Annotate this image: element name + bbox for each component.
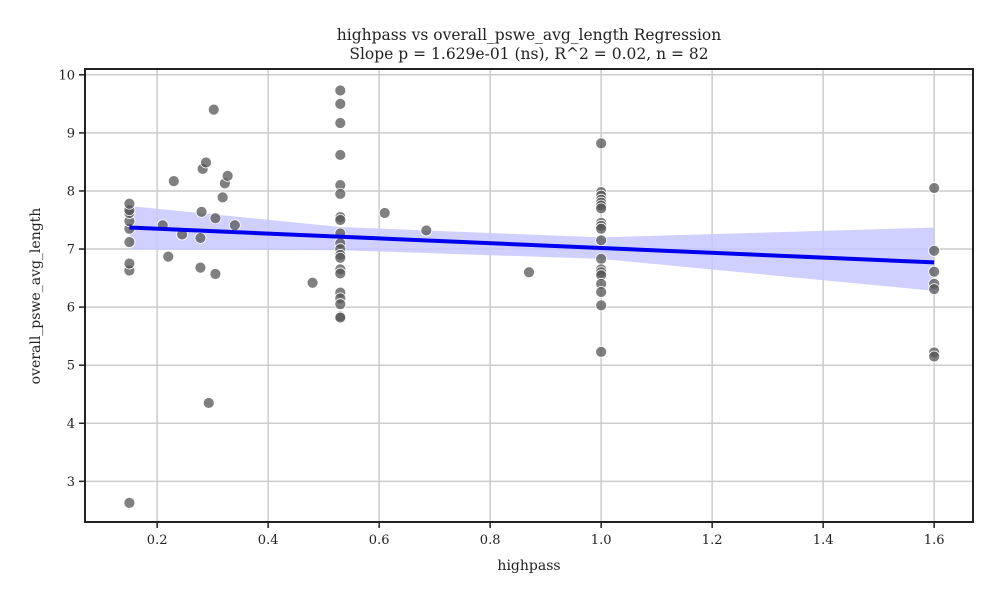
data-point <box>928 182 941 194</box>
data-point <box>306 276 319 289</box>
axes-frame <box>84 68 974 523</box>
data-point <box>378 207 391 219</box>
regression-line <box>129 225 935 265</box>
data-point <box>523 266 535 279</box>
data-point <box>202 397 215 409</box>
y-tick-label: 3 <box>67 475 75 490</box>
x-tick-label: 1.2 <box>702 533 723 548</box>
x-axis-ticks: 0.2 0.4 0.6 0.8 1.0 1.2 1.4 1.6 <box>147 522 945 548</box>
y-tick-label: 9 <box>67 126 75 141</box>
x-tick-label: 0.8 <box>480 533 501 548</box>
data-point <box>595 222 608 235</box>
data-point <box>334 251 347 264</box>
data-point <box>928 244 941 257</box>
scatter-points <box>123 84 941 509</box>
data-point <box>221 169 234 182</box>
x-tick-label: 1.0 <box>591 533 612 548</box>
data-point <box>595 202 608 215</box>
data-point <box>195 205 208 218</box>
confidence-band-layer <box>129 206 935 291</box>
data-point <box>595 286 608 298</box>
x-tick-label: 0.6 <box>369 533 390 548</box>
grid <box>85 69 973 522</box>
x-tick-label: 1.6 <box>924 533 945 548</box>
data-point <box>928 350 941 363</box>
data-point <box>194 232 207 244</box>
data-point <box>162 250 175 263</box>
y-tick-label: 5 <box>67 359 75 374</box>
data-point <box>334 298 347 311</box>
data-point <box>334 187 347 200</box>
data-point <box>123 257 136 270</box>
data-point <box>123 197 136 210</box>
data-point <box>334 214 347 226</box>
data-point <box>228 219 241 232</box>
data-point <box>595 234 608 247</box>
chart-title: highpass vs overall_pswe_avg_length Regr… <box>337 26 722 44</box>
data-point <box>334 97 347 110</box>
data-point <box>595 137 608 150</box>
data-point <box>595 345 608 358</box>
x-tick-label: 1.4 <box>813 533 834 548</box>
confidence-band <box>129 206 935 291</box>
data-point <box>420 224 433 237</box>
x-tick-label: 0.4 <box>258 533 279 548</box>
y-tick-label: 6 <box>67 301 75 316</box>
data-point <box>209 268 222 280</box>
data-point <box>928 283 941 296</box>
y-tick-label: 7 <box>67 243 75 258</box>
data-point <box>216 191 229 204</box>
y-axis-ticks: 3 4 5 6 7 8 9 10 <box>58 68 85 490</box>
data-point <box>595 299 608 312</box>
x-axis-label: highpass <box>497 558 560 574</box>
data-point <box>928 265 941 278</box>
y-tick-label: 8 <box>67 184 75 199</box>
chart-subtitle: Slope p = 1.629e-01 (ns), R^2 = 0.02, n … <box>349 45 708 63</box>
data-point <box>123 496 136 509</box>
y-tick-label: 10 <box>58 68 75 83</box>
data-point <box>194 261 207 274</box>
data-point <box>334 311 347 324</box>
data-point <box>334 84 347 97</box>
data-point <box>595 253 608 265</box>
x-tick-label: 0.2 <box>147 533 168 548</box>
data-point <box>334 149 347 161</box>
data-point <box>200 156 212 169</box>
data-point <box>123 236 136 248</box>
data-point <box>167 175 180 187</box>
data-point <box>334 117 347 129</box>
data-point <box>209 212 222 225</box>
data-point <box>334 267 347 280</box>
y-axis-label: overall_pswe_avg_length <box>28 208 44 385</box>
y-tick-label: 4 <box>67 417 75 432</box>
regression-line-layer <box>129 225 935 265</box>
data-point <box>207 103 220 116</box>
